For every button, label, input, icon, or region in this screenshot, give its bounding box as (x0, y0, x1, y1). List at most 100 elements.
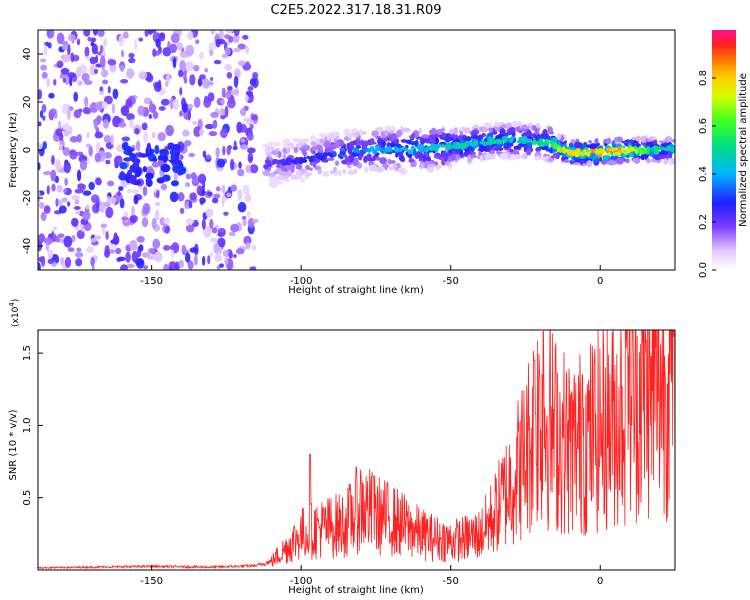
spectrogram-cell (42, 141, 48, 150)
spectrogram-cell (62, 146, 70, 157)
spectrogram-cell (178, 259, 185, 269)
colorbar-tick-label: 0.8 (698, 70, 709, 86)
spectrogram-cell (231, 89, 240, 95)
colorbar-label: Normalized spectral amplitude (738, 73, 749, 227)
colorbar-tick-label: 0.2 (698, 214, 709, 230)
spectrogram-cell (424, 140, 432, 144)
spectrogram-cell (629, 139, 634, 144)
spectrogram-cell (217, 237, 226, 248)
spectrogram-cell (83, 30, 91, 37)
spectrogram-cell (600, 159, 608, 165)
spectrogram-cell (63, 129, 70, 137)
snr-x-label: Height of straight line (km) (288, 585, 424, 596)
spectrogram-cell (203, 225, 212, 238)
spectrogram-cell (209, 251, 214, 258)
spectrogram-cell (51, 183, 56, 192)
spectrogram-cell (216, 265, 221, 270)
spectrogram-cell (323, 170, 329, 177)
spectrogram-cell (452, 143, 457, 149)
spectrogram-cell (128, 57, 136, 64)
spectrogram-cell (423, 161, 429, 169)
colorbar-gradient (712, 30, 736, 270)
spectrogram-cell (85, 203, 90, 210)
spectrogram-cell (652, 139, 657, 145)
spectrogram-cell (282, 153, 287, 160)
spectrogram-cell (634, 148, 639, 154)
spectrogram-cell (135, 140, 141, 152)
spectrogram-cell (67, 247, 75, 252)
spectrogram-cell (615, 136, 624, 143)
spectrogram-cell (184, 61, 194, 72)
spectrogram-cell (407, 152, 413, 158)
spectrogram-cell (112, 88, 119, 100)
spectrogram-x-label: Height of straight line (km) (288, 285, 424, 296)
spectrogram-cell (63, 161, 72, 174)
spectrogram-cell (508, 126, 516, 133)
spectrogram-cell (74, 199, 80, 205)
snr-series-line (38, 330, 675, 570)
spectrogram-cell (640, 135, 646, 143)
spectrogram-cell (179, 154, 184, 160)
spectrogram-cell (129, 214, 138, 223)
spectrogram-cell (309, 167, 313, 172)
spectrogram-cell (107, 59, 117, 66)
spectrogram-cell (134, 39, 138, 51)
spectrogram-cell (368, 164, 377, 172)
spectrogram-cell (635, 143, 641, 147)
spectrogram-cell (227, 98, 236, 109)
spectrogram-cell (57, 233, 65, 238)
spectrogram-cell (179, 110, 183, 117)
spectrogram-cell (38, 262, 41, 270)
spectrogram-cell (564, 148, 571, 153)
spectrogram-cell (436, 166, 440, 171)
spectrogram-cell (41, 103, 47, 113)
spectrogram-cell (453, 127, 459, 135)
spectrogram-cell (82, 210, 91, 221)
spectrogram-cell (245, 164, 251, 174)
spectrogram-cell (117, 256, 126, 262)
spectrogram-cell (61, 54, 71, 63)
spectrogram-cell (219, 30, 224, 40)
spectrogram-cell (149, 100, 153, 110)
spectrogram-cell (69, 75, 73, 87)
spectrogram-cell (153, 251, 163, 263)
spectrogram-cell (61, 40, 69, 47)
spectrogram-cell (108, 249, 116, 254)
spectrogram-cell (568, 142, 574, 148)
spectrogram-cell (473, 140, 479, 144)
spectrogram-cell (479, 154, 484, 163)
spectrogram-cell (106, 195, 111, 204)
spectrogram-cell (221, 195, 225, 207)
spectrogram-cell (125, 98, 133, 108)
spectrogram-cell (468, 146, 473, 151)
spectrogram-cell (574, 142, 578, 148)
spectrogram-cell (137, 105, 145, 116)
spectrogram-cell (76, 169, 82, 182)
spectrogram-cell (306, 155, 310, 160)
spectrogram-cell (525, 138, 532, 143)
spectrogram-cell (616, 157, 624, 165)
spectrogram-cell (170, 32, 180, 44)
spectrogram-cell (271, 150, 278, 155)
spectrogram-cell (522, 125, 530, 129)
spectrogram-cell (428, 163, 436, 168)
spectrogram-cell (90, 238, 97, 243)
snr-y-multiplier: (x104) (8, 299, 21, 327)
spectrogram-cell (82, 190, 92, 196)
spectrogram-cell (570, 139, 576, 144)
spectrogram-cell (358, 153, 363, 161)
spectrogram-cell (283, 178, 290, 183)
spectrogram-cell (159, 148, 169, 155)
spectrogram-cell (585, 144, 594, 148)
spectrogram-cell (513, 154, 522, 160)
spectrogram-cell (311, 146, 317, 151)
spectrogram-cell (151, 217, 157, 230)
spectrogram-cell (185, 182, 191, 188)
spectrogram-cell (46, 30, 55, 39)
spectrogram-cell (221, 53, 229, 59)
spectrogram-cell (79, 159, 88, 171)
spectrogram-cell (158, 32, 166, 38)
spectrogram-cell (102, 118, 109, 129)
spectrogram-cell (445, 160, 450, 167)
spectrogram-cell (103, 38, 108, 47)
